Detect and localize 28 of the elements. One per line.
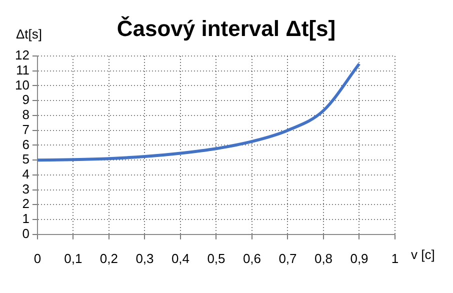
x-tick-label: 0,5 (207, 250, 226, 266)
line-series (37, 62, 361, 162)
x-tick-label: 0,3 (136, 250, 154, 266)
y-tick-label: 6 (22, 136, 30, 152)
y-tick-label: 2 (22, 196, 30, 212)
chart-title: Časový interval Δt[s] (116, 16, 336, 42)
x-tick-label: 1 (391, 250, 399, 266)
x-tick-label: 0,9 (350, 250, 368, 266)
x-tick-label: 0,6 (242, 250, 262, 266)
x-tick-label: 0,2 (100, 250, 118, 266)
y-tick-label: 3 (22, 181, 30, 196)
x-tick-label: 0,8 (314, 250, 333, 266)
y-tick-label: 8 (22, 107, 30, 122)
x-tick-label: 0,1 (64, 250, 82, 266)
x-axis-title: v [c] (411, 246, 435, 262)
y-tick-label: 11 (16, 62, 30, 78)
x-tick-label: 0 (34, 250, 42, 266)
y-tick-label: 7 (22, 122, 30, 137)
y-tick-label: 9 (22, 92, 30, 108)
y-tick-label: 12 (14, 48, 30, 63)
x-tick-label: 0,7 (278, 250, 297, 266)
y-axis-title: Δt[s] (16, 26, 42, 42)
y-tick-label: 1 (22, 211, 30, 226)
y-tick-label: 0 (22, 226, 30, 241)
y-tick-label: 5 (22, 152, 30, 167)
x-tick-label: 0,4 (171, 250, 190, 266)
y-tick-label: 4 (22, 166, 30, 182)
y-tick-label: 10 (14, 77, 30, 92)
